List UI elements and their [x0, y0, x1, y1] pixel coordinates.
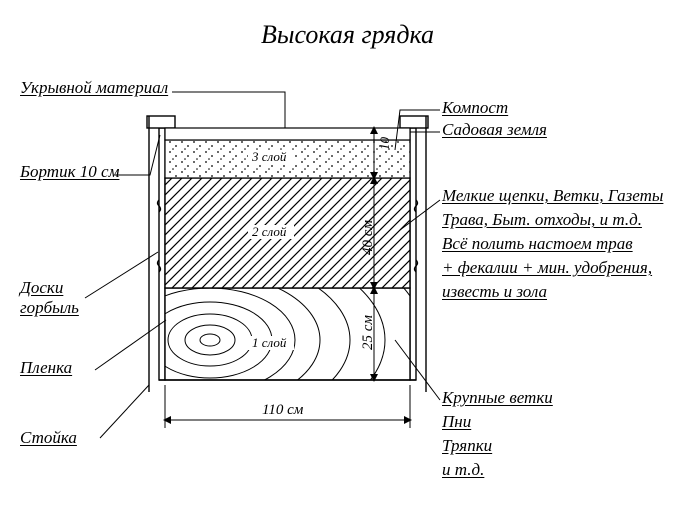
- label-big-3: Тряпки: [442, 436, 492, 456]
- label-compost: Компост: [442, 98, 508, 118]
- dim-h1: 25 см: [360, 315, 377, 350]
- label-mid-5: известь и зола: [442, 282, 547, 302]
- label-mid-3: Всё полить настоем трав: [442, 234, 633, 254]
- label-cover: Укрывной материал: [20, 78, 168, 98]
- label-big-4: и т.д.: [442, 460, 484, 480]
- label-mid-2: Трава, Быт. отходы, и т.д.: [442, 210, 642, 230]
- layer1-tag: 1 слой: [252, 336, 286, 351]
- label-big-2: Пни: [442, 412, 471, 432]
- label-boards-2: горбыль: [20, 298, 79, 318]
- label-stake: Стойка: [20, 428, 77, 448]
- label-mid-4: + фекалии + мин. удобрения,: [442, 258, 652, 278]
- layer2-tag: 2 слой: [252, 225, 286, 240]
- label-mid-1: Мелкие щепки, Ветки, Газеты: [442, 186, 663, 206]
- label-big-1: Крупные ветки: [442, 388, 553, 408]
- dim-h2: 40 см: [360, 220, 377, 255]
- dim-h3: 10: [378, 137, 393, 150]
- label-side: Бортик 10 см: [20, 162, 119, 182]
- label-soil: Садовая земля: [442, 120, 547, 140]
- label-film: Пленка: [20, 358, 72, 378]
- label-boards-1: Доски: [20, 278, 63, 298]
- layer3-tag: 3 слой: [252, 150, 286, 165]
- dim-width: 110 см: [262, 402, 303, 419]
